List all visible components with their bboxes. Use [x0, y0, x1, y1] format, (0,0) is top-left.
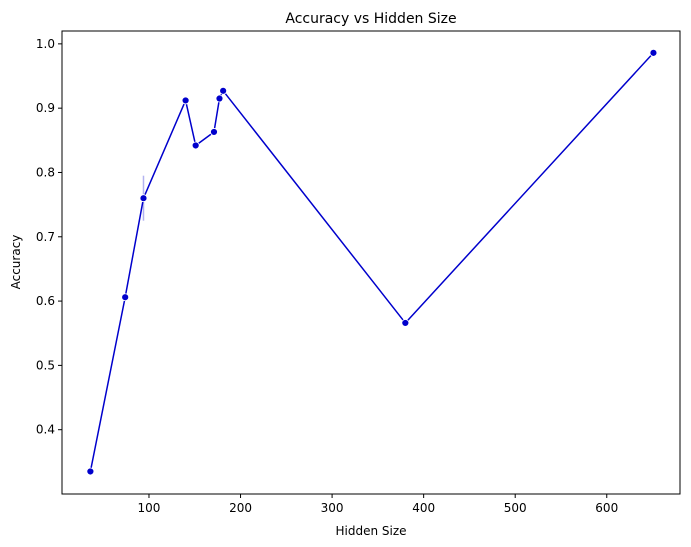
- data-point: [86, 467, 95, 476]
- data-point: [401, 319, 410, 327]
- x-tick-label: 100: [138, 501, 161, 515]
- x-tick-label: 400: [412, 501, 435, 515]
- y-tick-label: 0.9: [36, 101, 55, 115]
- y-tick-label: 0.7: [36, 230, 55, 244]
- series-line: [89, 52, 655, 472]
- x-axis-ticks: 100 200 300 400 500 600: [138, 494, 618, 515]
- data-point: [219, 86, 228, 95]
- y-tick-label: 1.0: [36, 37, 55, 51]
- x-tick-label: 200: [229, 501, 252, 515]
- y-axis-label: Accuracy: [9, 235, 23, 290]
- data-point: [191, 141, 200, 150]
- data-point: [139, 194, 148, 203]
- x-axis-label: Hidden Size: [335, 524, 406, 538]
- x-tick-label: 600: [595, 501, 618, 515]
- y-tick-label: 0.4: [36, 423, 55, 437]
- data-point: [181, 96, 190, 105]
- y-tick-label: 0.8: [36, 165, 55, 179]
- y-tick-label: 0.6: [36, 294, 55, 308]
- x-tick-label: 300: [321, 501, 344, 515]
- data-point: [121, 293, 130, 302]
- data-point: [210, 128, 218, 136]
- axes-frame: [61, 30, 681, 495]
- y-tick-label: 0.5: [36, 358, 55, 372]
- x-tick-label: 500: [504, 501, 527, 515]
- y-axis-ticks: 0.4 0.5 0.6 0.7 0.8 0.9 1.0: [36, 37, 62, 437]
- chart-title: Accuracy vs Hidden Size: [285, 11, 456, 27]
- data-point: [649, 48, 658, 57]
- plot-area: [86, 48, 658, 476]
- data-point: [215, 94, 224, 103]
